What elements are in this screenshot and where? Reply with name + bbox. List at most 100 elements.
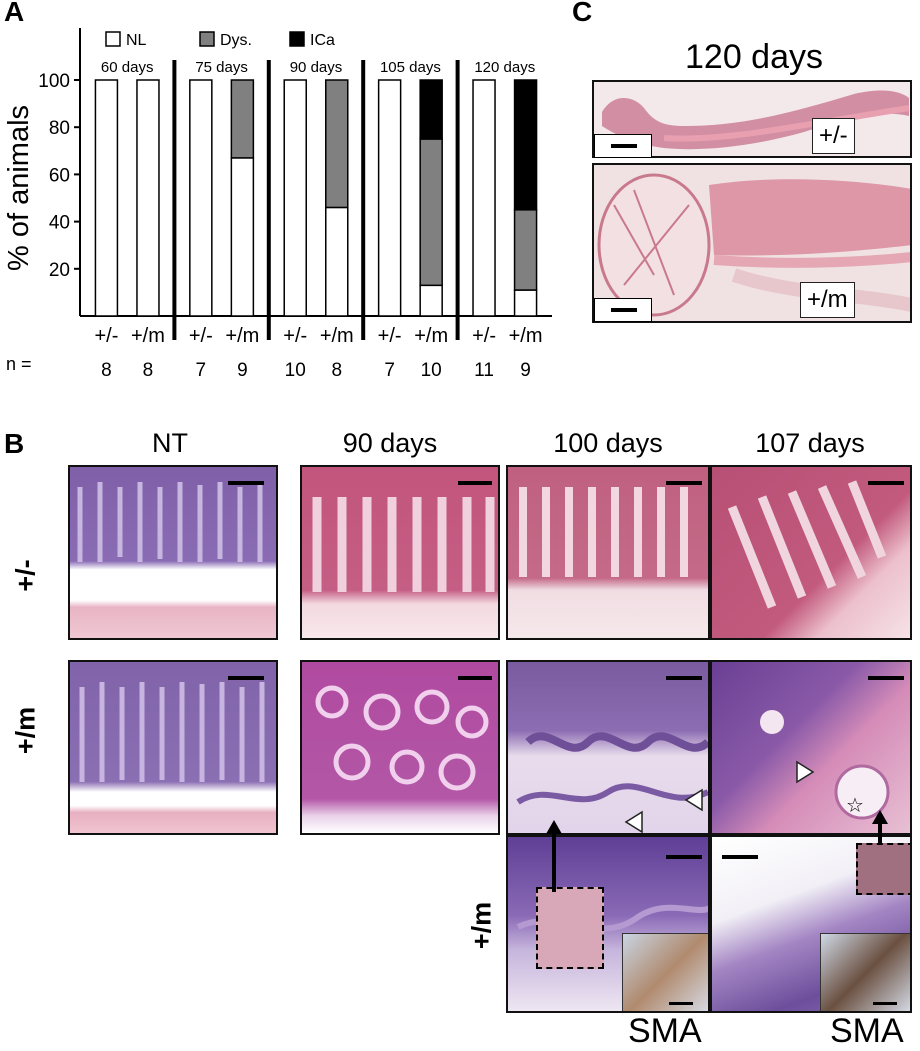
scale-box-c1 bbox=[594, 134, 652, 158]
column-header-107-days: 107 days bbox=[755, 428, 865, 458]
group-label: 60 days bbox=[101, 59, 154, 76]
genotype-label-mut: +/m bbox=[800, 282, 855, 318]
scale-bar bbox=[722, 855, 758, 859]
x-tick-label: +/- bbox=[472, 325, 496, 347]
bar-nl bbox=[377, 79, 402, 317]
scale-bar bbox=[228, 676, 264, 680]
y-tick-label: 40 bbox=[49, 213, 70, 234]
bar-nl bbox=[136, 79, 160, 317]
micrograph-107-het bbox=[710, 465, 912, 640]
n-value: 8 bbox=[331, 360, 342, 381]
panel-label-a: A bbox=[4, 0, 25, 27]
scale-box-c2 bbox=[594, 298, 652, 322]
scale-bar bbox=[868, 676, 904, 680]
n-value: 10 bbox=[285, 360, 306, 381]
y-tick-label: 100 bbox=[38, 71, 70, 92]
n-value: 8 bbox=[101, 360, 112, 381]
tissue-texture bbox=[519, 487, 688, 577]
bar-nl bbox=[472, 79, 496, 317]
scale-bar bbox=[666, 676, 702, 680]
micrograph-90-het bbox=[300, 465, 500, 640]
x-tick-label: +/m bbox=[509, 325, 543, 347]
bar-dys bbox=[230, 79, 255, 159]
bar-nl bbox=[189, 79, 213, 317]
arrows-overlay bbox=[546, 810, 888, 892]
scale-bar bbox=[458, 676, 492, 680]
micrograph-107-mut: ☆ bbox=[710, 660, 912, 835]
n-value: 10 bbox=[421, 360, 442, 381]
legend-label: NL bbox=[126, 32, 147, 49]
n-label: n = bbox=[6, 354, 32, 374]
micrograph-107-mut-sma bbox=[710, 835, 912, 1013]
x-tick-label: +/- bbox=[189, 325, 213, 347]
group-label: 75 days bbox=[195, 59, 248, 76]
chart-axes bbox=[74, 28, 552, 340]
bar-nl bbox=[513, 289, 538, 317]
micrograph-100-het bbox=[506, 465, 710, 640]
bar-nl bbox=[325, 206, 349, 317]
tissue-texture bbox=[77, 482, 263, 562]
x-tick-label: +/m bbox=[225, 325, 259, 347]
stacked-bar-chart: 20 40 60 80 100% of animals 60 days 75 days 90 … bbox=[3, 28, 552, 381]
arrowhead bbox=[872, 810, 888, 824]
stain-label-sma-1: SMA bbox=[628, 1012, 702, 1050]
bar-nl bbox=[230, 157, 255, 317]
inset-dashed-box bbox=[856, 843, 910, 895]
micrograph-c-mut bbox=[592, 163, 912, 323]
tissue-texture bbox=[727, 480, 887, 609]
legend-label: ICa bbox=[310, 32, 335, 49]
sma-inset bbox=[820, 933, 910, 1011]
y-tick-label: 60 bbox=[49, 165, 70, 186]
sma-inset bbox=[622, 933, 708, 1011]
scale-bar bbox=[458, 481, 492, 485]
bar-nl bbox=[419, 284, 443, 317]
n-value: 7 bbox=[384, 360, 395, 381]
bar-dys bbox=[325, 79, 349, 209]
row-label-het: +/- bbox=[10, 559, 41, 592]
micrograph-100-mut-sma bbox=[506, 835, 710, 1013]
tissue-texture bbox=[315, 685, 489, 791]
bar-nl bbox=[283, 79, 307, 317]
group-label: 90 days bbox=[290, 59, 343, 76]
legend-label: Dys. bbox=[220, 32, 252, 49]
scale-bar bbox=[228, 481, 264, 485]
x-tick-label: +/- bbox=[283, 325, 307, 347]
row-label-mut-sma: +/m bbox=[466, 901, 497, 950]
arrowhead bbox=[546, 820, 562, 834]
y-tick-label: 20 bbox=[49, 260, 70, 281]
micrograph-100-mut bbox=[506, 660, 710, 835]
chart-bars bbox=[94, 79, 538, 317]
bar-dys bbox=[513, 209, 538, 291]
scale-bar bbox=[868, 481, 904, 485]
scale-bar bbox=[669, 1002, 693, 1005]
scale-bar bbox=[666, 855, 702, 859]
bar-ica bbox=[419, 79, 443, 140]
chart-text: 20 40 60 80 100% of animals 60 days 75 days 90 … bbox=[3, 31, 543, 381]
n-value: 7 bbox=[196, 360, 207, 381]
y-axis-label: % of animals bbox=[3, 105, 35, 271]
group-label: 105 days bbox=[380, 59, 441, 76]
x-tick-label: +/m bbox=[414, 325, 448, 347]
legend-swatch bbox=[289, 31, 305, 47]
x-tick-label: +/m bbox=[320, 325, 354, 347]
inset-dashed-box bbox=[536, 887, 604, 969]
n-value: 9 bbox=[520, 360, 531, 381]
scale-bar bbox=[873, 1002, 897, 1005]
group-label: 120 days bbox=[474, 59, 535, 76]
y-tick-label: 80 bbox=[49, 118, 70, 139]
colon-section-het-image bbox=[602, 90, 910, 150]
legend-swatch bbox=[105, 31, 121, 47]
column-header-90-days: 90 days bbox=[342, 428, 438, 458]
panel-c-title: 120 days bbox=[685, 38, 823, 76]
x-tick-label: +/m bbox=[131, 325, 165, 347]
n-value: 9 bbox=[237, 360, 248, 381]
tissue-texture bbox=[312, 497, 495, 592]
scale-bar bbox=[611, 308, 637, 312]
micrograph-nt-het bbox=[68, 465, 278, 640]
tissue-texture bbox=[79, 682, 265, 782]
legend-swatch bbox=[199, 31, 215, 47]
n-value: 11 bbox=[474, 360, 494, 381]
panel-label-b: B bbox=[4, 428, 25, 459]
micrograph-90-mut bbox=[300, 660, 500, 835]
bar-dys bbox=[419, 138, 443, 287]
